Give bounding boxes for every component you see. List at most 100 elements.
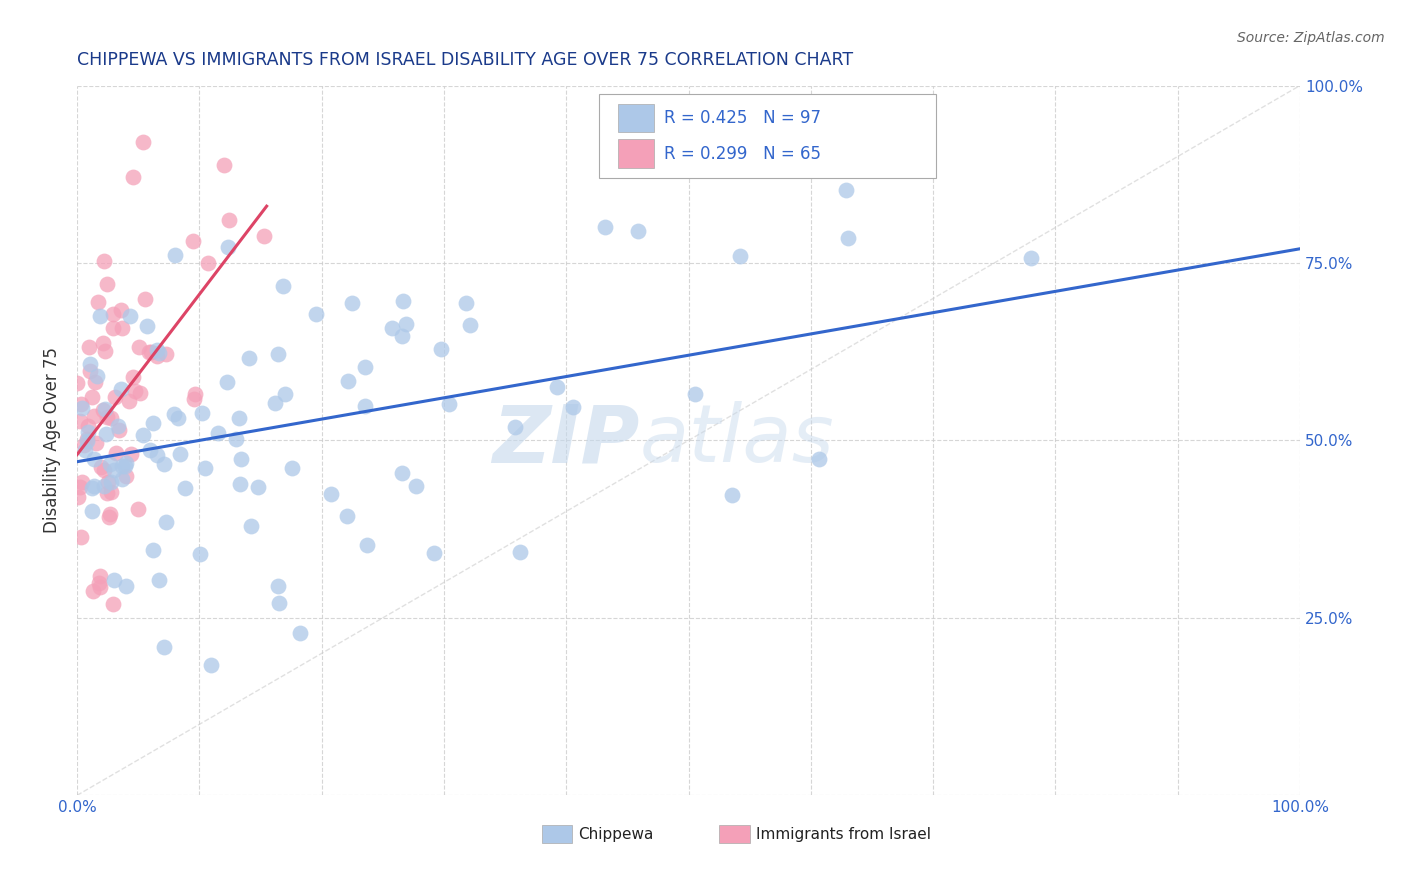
Point bbox=[118, 310, 141, 324]
Point bbox=[152, 458, 174, 472]
Point bbox=[91, 402, 114, 417]
Point bbox=[148, 345, 170, 359]
Point bbox=[174, 481, 197, 495]
Point bbox=[134, 293, 156, 307]
Point bbox=[97, 510, 120, 524]
Point bbox=[423, 546, 446, 560]
Point bbox=[146, 448, 169, 462]
Point bbox=[683, 387, 706, 401]
Point bbox=[269, 596, 291, 610]
Point bbox=[305, 307, 328, 321]
Point bbox=[454, 296, 477, 310]
Point bbox=[93, 463, 115, 477]
Point bbox=[111, 320, 134, 334]
Point bbox=[155, 347, 177, 361]
Point bbox=[728, 249, 751, 263]
Point bbox=[93, 479, 115, 493]
Text: Immigrants from Israel: Immigrants from Israel bbox=[756, 827, 931, 842]
Point bbox=[118, 393, 141, 408]
Point bbox=[70, 401, 93, 416]
Point bbox=[595, 219, 617, 234]
Point bbox=[73, 442, 96, 457]
Point bbox=[394, 317, 416, 331]
Point bbox=[253, 228, 276, 243]
Point bbox=[96, 486, 118, 500]
Point bbox=[67, 490, 90, 504]
Point bbox=[263, 396, 285, 410]
Point bbox=[96, 409, 118, 424]
Point bbox=[271, 279, 294, 293]
Point bbox=[121, 169, 143, 184]
Point bbox=[90, 459, 112, 474]
Point bbox=[76, 425, 98, 439]
Point bbox=[70, 530, 93, 544]
Point bbox=[66, 376, 89, 390]
Point bbox=[720, 488, 742, 502]
Point bbox=[77, 419, 100, 434]
Point bbox=[240, 518, 263, 533]
Point bbox=[808, 451, 831, 466]
Point bbox=[128, 341, 150, 355]
Point bbox=[381, 321, 404, 335]
Point bbox=[83, 409, 105, 423]
Point bbox=[166, 411, 188, 425]
FancyBboxPatch shape bbox=[718, 825, 749, 843]
Point bbox=[114, 458, 136, 473]
Point bbox=[225, 432, 247, 446]
Point bbox=[77, 340, 100, 354]
Point bbox=[155, 515, 177, 529]
Text: Source: ZipAtlas.com: Source: ZipAtlas.com bbox=[1237, 31, 1385, 45]
Point bbox=[247, 480, 270, 494]
Point bbox=[87, 294, 110, 309]
Point bbox=[104, 390, 127, 404]
Point bbox=[86, 369, 108, 384]
Point bbox=[100, 485, 122, 500]
Point bbox=[100, 410, 122, 425]
Point bbox=[430, 342, 453, 356]
Point bbox=[80, 504, 103, 518]
Point bbox=[94, 402, 117, 417]
Point bbox=[97, 475, 120, 489]
Point bbox=[238, 351, 260, 366]
Point bbox=[103, 573, 125, 587]
Point bbox=[79, 364, 101, 378]
Point bbox=[76, 432, 98, 446]
Point bbox=[146, 343, 169, 357]
Point bbox=[96, 277, 118, 291]
Point bbox=[69, 480, 91, 494]
FancyBboxPatch shape bbox=[541, 825, 572, 843]
Point bbox=[546, 380, 568, 394]
Point bbox=[80, 481, 103, 495]
Point bbox=[290, 626, 312, 640]
Point bbox=[100, 475, 122, 489]
Text: ZIP: ZIP bbox=[492, 401, 640, 479]
Point bbox=[217, 239, 239, 253]
Point bbox=[229, 476, 252, 491]
Point bbox=[98, 507, 121, 521]
Point bbox=[138, 443, 160, 458]
Point bbox=[509, 544, 531, 558]
Point bbox=[82, 390, 104, 404]
Point bbox=[163, 407, 186, 421]
Point bbox=[274, 387, 297, 401]
Point bbox=[267, 347, 290, 361]
Point bbox=[212, 158, 235, 172]
Point bbox=[200, 657, 222, 672]
Point bbox=[183, 392, 205, 407]
Point bbox=[110, 302, 132, 317]
Point bbox=[82, 583, 104, 598]
Point bbox=[266, 580, 288, 594]
Point bbox=[319, 487, 342, 501]
Text: Chippewa: Chippewa bbox=[578, 827, 654, 842]
FancyBboxPatch shape bbox=[617, 104, 654, 133]
Text: atlas: atlas bbox=[640, 401, 834, 479]
Point bbox=[94, 427, 117, 442]
Point bbox=[127, 502, 149, 516]
Point bbox=[391, 329, 413, 343]
Point bbox=[83, 478, 105, 492]
Point bbox=[281, 461, 304, 475]
Point bbox=[169, 447, 191, 461]
Point bbox=[837, 231, 859, 245]
Point bbox=[148, 573, 170, 587]
Point bbox=[132, 427, 155, 442]
